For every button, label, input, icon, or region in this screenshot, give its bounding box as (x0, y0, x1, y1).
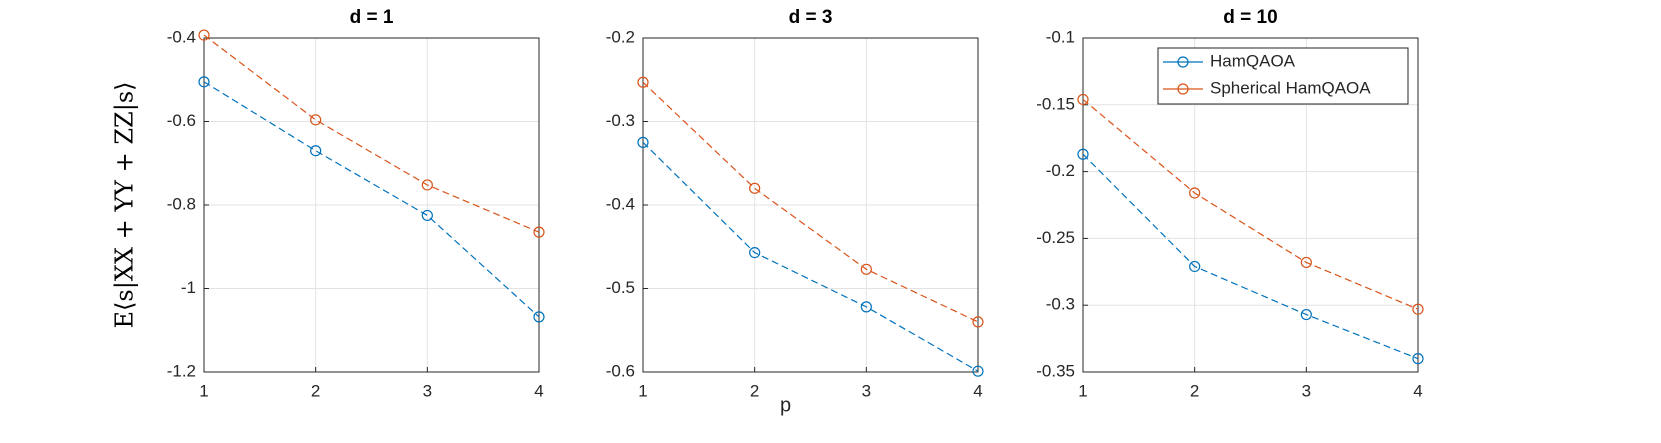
axes-box (203, 37, 540, 373)
marker (198, 76, 210, 88)
marker (1189, 187, 1201, 199)
x-tick-label: 4 (534, 381, 543, 400)
x-tick-label: 1 (199, 381, 208, 400)
y-tick-label: -0.3 (1046, 295, 1075, 314)
marker (421, 179, 433, 191)
legend-label: Spherical HamQAOA (1210, 78, 1371, 97)
y-tick-label: -0.6 (606, 361, 635, 380)
series-line (203, 81, 540, 318)
axes-box (642, 37, 979, 373)
y-tick-label: -0.35 (1036, 361, 1075, 380)
legend-marker (1177, 56, 1189, 68)
x-tick-label: 3 (862, 381, 871, 400)
chart-title: d = 1 (350, 7, 394, 28)
y-axis-label: E⟨s|XX + YY + ZZ|s⟩ (111, 82, 140, 329)
marker (1077, 148, 1089, 160)
series-line (642, 81, 979, 323)
marker (1300, 256, 1312, 269)
y-tick-label: -0.5 (606, 278, 635, 297)
x-axis-label: p (780, 394, 791, 416)
y-tick-label: -0.15 (1036, 94, 1075, 113)
marker (1189, 260, 1201, 273)
marker (198, 29, 210, 41)
y-tick-label: -1.2 (167, 361, 196, 380)
x-tick-label: 3 (1302, 381, 1311, 400)
axes-box (1082, 37, 1419, 373)
marker (972, 316, 984, 328)
series-line (1082, 153, 1419, 360)
y-tick-label: -0.25 (1036, 228, 1075, 247)
x-tick-label: 2 (750, 381, 759, 400)
x-tick-label: 1 (638, 381, 647, 400)
y-tick-label: -0.3 (606, 111, 635, 130)
marker (860, 301, 872, 313)
y-tick-label: -0.2 (1046, 161, 1075, 180)
y-tick-label: -0.4 (167, 27, 196, 46)
chart-title: d = 10 (1223, 7, 1277, 28)
y-tick-label: -0.6 (167, 111, 196, 130)
marker (637, 76, 649, 88)
x-tick-label: 1 (1078, 381, 1087, 400)
x-tick-label: 2 (1190, 381, 1199, 400)
marker (1300, 308, 1312, 321)
x-tick-label: 4 (973, 381, 982, 400)
legend-marker (1177, 83, 1189, 95)
marker (1412, 303, 1424, 315)
y-tick-label: -0.4 (606, 194, 635, 213)
marker (421, 209, 433, 222)
y-tick-label: -0.8 (167, 194, 196, 213)
series-line (1082, 98, 1419, 310)
marker (533, 311, 545, 323)
marker (310, 114, 322, 126)
marker (1077, 93, 1089, 106)
chart-title: d = 3 (789, 7, 833, 28)
legend-label: HamQAOA (1210, 51, 1296, 70)
y-tick-label: -0.1 (1046, 27, 1075, 46)
marker (1412, 353, 1424, 365)
marker (972, 365, 984, 377)
series-line (642, 141, 979, 372)
legend-box (1157, 47, 1409, 105)
marker (310, 145, 322, 157)
x-tick-label: 2 (311, 381, 320, 400)
x-tick-label: 3 (423, 381, 432, 400)
series-line (203, 34, 540, 233)
marker (749, 246, 761, 259)
y-tick-label: -1 (181, 278, 196, 297)
marker (637, 136, 649, 148)
y-tick-label: -0.2 (606, 27, 635, 46)
marker (860, 263, 872, 275)
marker (533, 226, 545, 238)
x-tick-label: 4 (1413, 381, 1422, 400)
marker (749, 182, 761, 194)
